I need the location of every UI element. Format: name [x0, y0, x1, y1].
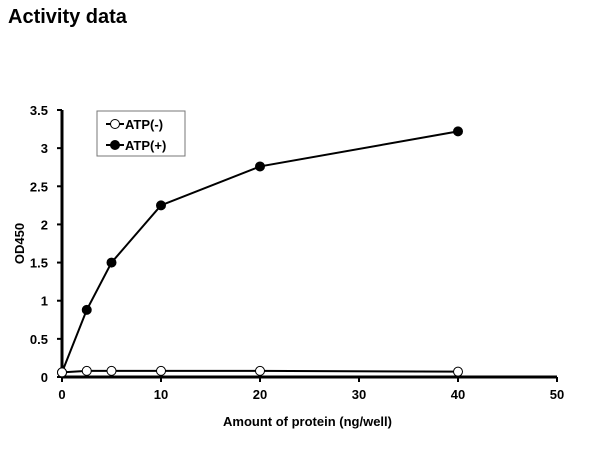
data-point — [81, 365, 92, 376]
legend-label: ATP(-) — [125, 117, 163, 132]
x-tick-label: 20 — [253, 387, 267, 402]
y-tick-label: 2 — [41, 217, 48, 232]
x-tick-label: 0 — [58, 387, 65, 402]
series-line-1 — [61, 130, 459, 373]
y-axis-label: OD450 — [12, 223, 27, 264]
data-point — [106, 257, 117, 268]
y-tick-label: 1.5 — [30, 256, 48, 271]
x-tick-label: 30 — [352, 387, 366, 402]
data-point — [255, 161, 265, 172]
y-tick-label: 1 — [41, 294, 48, 309]
y-tick-label: 0.5 — [30, 332, 48, 347]
data-point — [255, 365, 265, 376]
x-tick-label: 50 — [550, 387, 564, 402]
data-point — [453, 126, 463, 137]
data-point — [453, 366, 463, 377]
x-axis-label: Amount of protein (ng/well) — [223, 414, 392, 429]
legend-marker — [110, 119, 120, 129]
y-tick-label: 3.5 — [30, 103, 48, 118]
data-point — [57, 367, 67, 378]
data-point — [156, 200, 166, 211]
y-tick-label: 0 — [41, 370, 48, 385]
x-tick-label: 40 — [451, 387, 465, 402]
legend-marker — [110, 140, 120, 150]
x-tick-label: 10 — [154, 387, 168, 402]
data-point — [156, 365, 166, 376]
data-point — [106, 365, 117, 376]
y-tick-label: 3 — [41, 141, 48, 156]
data-point — [81, 304, 92, 315]
page-title: Activity data — [8, 6, 127, 28]
y-tick-label: 2.5 — [30, 179, 48, 194]
legend-label: ATP(+) — [125, 138, 166, 153]
